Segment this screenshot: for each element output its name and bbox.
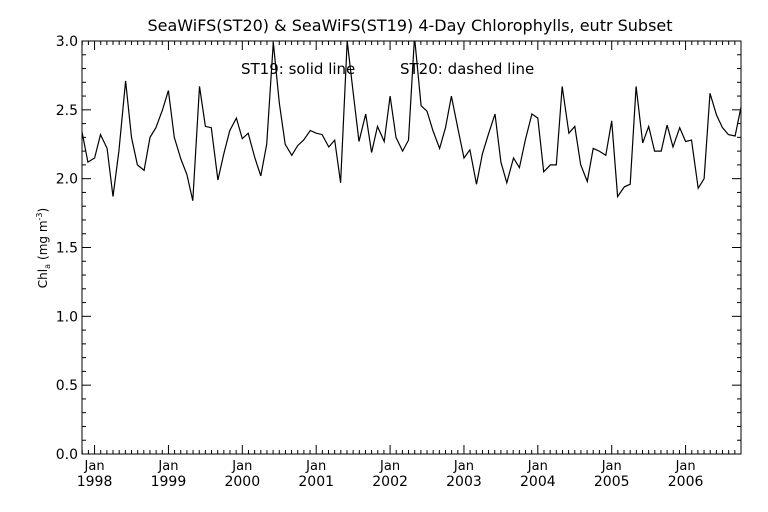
y-axis-label-superscript: -3 — [35, 212, 44, 220]
x-tick-year: 1999 — [151, 474, 187, 490]
y-tick-label: 1.0 — [56, 309, 78, 325]
y-tick-label: 0.0 — [56, 447, 78, 463]
x-tick-year: 2000 — [224, 474, 260, 490]
x-axis: Jan1998Jan1999Jan2000Jan2001Jan2002Jan20… — [77, 41, 742, 490]
chart-title: SeaWiFS(ST20) & SeaWiFS(ST19) 4-Day Chlo… — [147, 16, 672, 35]
x-tick-month: Jan — [157, 459, 178, 474]
y-tick-label: 3.0 — [56, 34, 78, 50]
x-tick-year: 2005 — [594, 474, 630, 490]
y-axis: 0.0 0.5 1.0 1.5 2.0 2.5 3.0 — [56, 34, 741, 463]
x-tick-year: 1998 — [77, 474, 113, 490]
series-line-st19 — [82, 41, 741, 201]
x-tick-month: Jan — [527, 459, 548, 474]
x-tick-month: Jan — [305, 459, 326, 474]
x-tick-month: Jan — [379, 459, 400, 474]
y-axis-label-main: Chl — [36, 269, 50, 288]
x-tick-year: 2001 — [298, 474, 334, 490]
plot-frame — [81, 40, 742, 455]
series-layer — [82, 41, 741, 201]
annotation-solid: ST19: solid line — [241, 60, 355, 78]
y-tick-label: 0.5 — [56, 378, 78, 394]
y-tick-label: 1.5 — [56, 241, 78, 257]
annotation-dashed: ST20: dashed line — [400, 60, 534, 78]
x-tick-month: Jan — [84, 459, 105, 474]
y-tick-label: 2.0 — [56, 172, 78, 188]
y-tick-label: 2.5 — [56, 103, 78, 119]
x-tick-year: 2006 — [668, 474, 704, 490]
x-tick-year: 2002 — [372, 474, 408, 490]
y-axis-label-close: ) — [36, 208, 50, 213]
y-axis-label-subscript: a — [43, 264, 52, 269]
y-axis-label: Chla (mg m-3) — [35, 208, 52, 288]
y-axis-label-units: (mg m — [36, 220, 50, 260]
x-tick-month: Jan — [601, 459, 622, 474]
x-tick-month: Jan — [675, 459, 696, 474]
x-tick-year: 2003 — [446, 474, 482, 490]
x-tick-year: 2004 — [520, 474, 556, 490]
svg-text:Chla(mg m-3): Chla (mg m-3) — [35, 208, 52, 288]
x-tick-month: Jan — [453, 459, 474, 474]
x-tick-month: Jan — [231, 459, 252, 474]
